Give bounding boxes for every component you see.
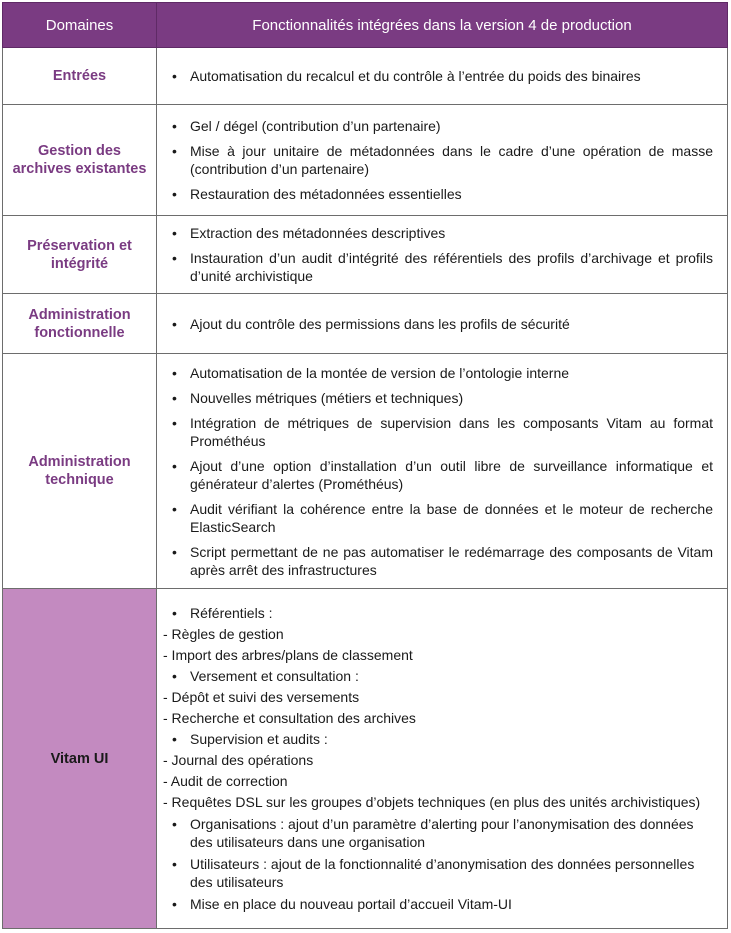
list-item: Utilisateurs : ajout de la fonctionnalit… <box>157 855 713 891</box>
table-row-vitam-ui: Vitam UI Référentiels : - Règles de gest… <box>2 588 728 929</box>
table-row: Préservation et intégrité Extraction des… <box>2 215 728 294</box>
list-item: Gel / dégel (contribution d’un partenair… <box>157 117 713 135</box>
header-row: Domaines Fonctionnalités intégrées dans … <box>2 2 728 48</box>
domain-cell: Administration fonctionnelle <box>2 293 157 354</box>
list-item: - Requêtes DSL sur les groupes d’objets … <box>163 794 701 810</box>
features-cell: Automatisation de la montée de version d… <box>156 353 728 589</box>
list-item: Intégration de métriques de supervision … <box>157 414 713 450</box>
list-item: Supervision et audits : <box>157 730 713 748</box>
features-cell: Extraction des métadonnées descriptives … <box>156 215 728 294</box>
list-item: Script permettant de ne pas automatiser … <box>157 543 713 579</box>
domain-cell: Gestion des archives existantes <box>2 104 157 216</box>
features-cell: Ajout du contrôle des permissions dans l… <box>156 293 728 354</box>
feature-list: Automatisation du recalcul et du contrôl… <box>157 67 713 85</box>
list-item: - Import des arbres/plans de classement <box>163 647 413 663</box>
table-row: Entrées Automatisation du recalcul et du… <box>2 47 728 105</box>
list-item: Restauration des métadonnées essentielle… <box>157 185 713 203</box>
list-item: Automatisation de la montée de version d… <box>157 364 713 382</box>
feature-list: Gel / dégel (contribution d’un partenair… <box>157 117 713 203</box>
list-item: - Recherche et consultation des archives <box>163 710 416 726</box>
feature-list: Extraction des métadonnées descriptives … <box>157 224 713 285</box>
list-item: - Journal des opérations <box>163 752 314 768</box>
list-item: Extraction des métadonnées descriptives <box>157 224 713 242</box>
list-item: Organisations : ajout d’un paramètre d’a… <box>157 815 713 851</box>
list-item: - Règles de gestion <box>163 626 284 642</box>
domain-cell: Administration technique <box>2 353 157 589</box>
header-domain: Domaines <box>2 2 157 48</box>
feature-list: Ajout du contrôle des permissions dans l… <box>157 315 713 333</box>
table-row: Gestion des archives existantes Gel / dé… <box>2 104 728 216</box>
list-item: Mise en place du nouveau portail d’accue… <box>157 895 713 913</box>
list-item: Ajout du contrôle des permissions dans l… <box>157 315 713 333</box>
features-cell: Gel / dégel (contribution d’un partenair… <box>156 104 728 216</box>
list-item: Automatisation du recalcul et du contrôl… <box>157 67 713 85</box>
list-item: Mise à jour unitaire de métadonnées dans… <box>157 142 713 178</box>
list-item: Versement et consultation : <box>157 667 713 685</box>
table-row: Administration fonctionnelle Ajout du co… <box>2 293 728 354</box>
vitam-ui-list: Référentiels : - Règles de gestion - Imp… <box>157 604 713 913</box>
features-cell: Automatisation du recalcul et du contrôl… <box>156 47 728 105</box>
header-features: Fonctionnalités intégrées dans la versio… <box>156 2 728 48</box>
list-item: Ajout d’une option d’installation d’un o… <box>157 457 713 493</box>
features-cell: Référentiels : - Règles de gestion - Imp… <box>156 588 728 929</box>
domain-cell: Préservation et intégrité <box>2 215 157 294</box>
list-item: - Dépôt et suivi des versements <box>163 689 360 705</box>
list-item: Instauration d’un audit d’intégrité des … <box>157 249 713 285</box>
domain-cell: Vitam UI <box>2 588 157 929</box>
list-item: Audit vérifiant la cohérence entre la ba… <box>157 500 713 536</box>
list-item: Nouvelles métriques (métiers et techniqu… <box>157 389 713 407</box>
table-row: Administration technique Automatisation … <box>2 353 728 589</box>
list-item: - Audit de correction <box>163 773 288 789</box>
domain-cell: Entrées <box>2 47 157 105</box>
list-item: Référentiels : <box>157 604 713 622</box>
feature-list: Automatisation de la montée de version d… <box>157 364 713 579</box>
